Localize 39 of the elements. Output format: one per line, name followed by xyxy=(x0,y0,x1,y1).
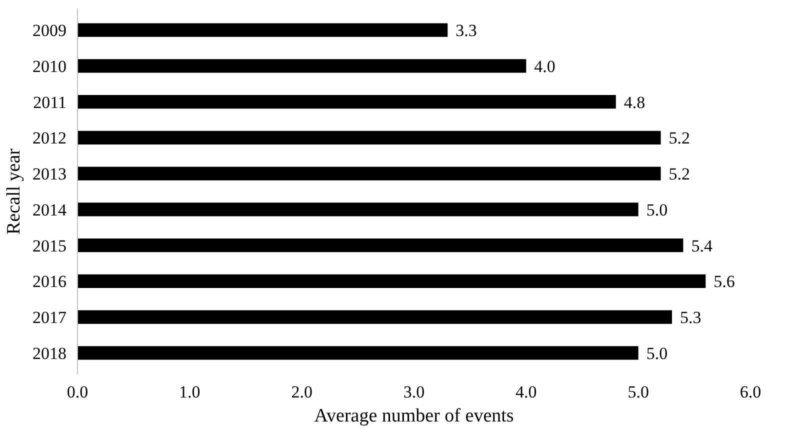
data-label: 4.0 xyxy=(534,56,556,76)
y-tick-label: 2018 xyxy=(32,344,66,363)
y-tick-label: 2013 xyxy=(32,164,66,184)
data-label: 5.0 xyxy=(646,344,668,363)
y-tick-label: 2017 xyxy=(32,308,67,328)
x-tick-label: 4.0 xyxy=(516,382,537,402)
bar xyxy=(78,166,661,180)
y-axis-title: Recall year xyxy=(4,148,24,234)
y-tick-label: 2012 xyxy=(32,128,66,148)
y-tick-label: 2010 xyxy=(32,56,66,76)
bar xyxy=(78,346,638,360)
y-tick-label: 2014 xyxy=(32,200,67,220)
bar xyxy=(78,23,448,37)
bar xyxy=(78,274,706,288)
y-tick-label: 2016 xyxy=(32,272,66,292)
y-tick-label: 2015 xyxy=(32,236,66,256)
x-tick-label: 1.0 xyxy=(179,382,200,402)
bar xyxy=(78,238,684,252)
data-label: 5.3 xyxy=(680,308,702,328)
x-tick-label: 5.0 xyxy=(628,382,649,402)
bar xyxy=(78,130,661,144)
data-label: 5.2 xyxy=(668,128,690,148)
bar xyxy=(78,94,616,109)
x-tick-label: 3.0 xyxy=(403,382,425,402)
x-tick-label: 0.0 xyxy=(66,382,88,402)
bar xyxy=(78,310,672,324)
bar xyxy=(78,59,526,73)
bar xyxy=(78,202,638,216)
data-label: 4.8 xyxy=(624,92,646,112)
data-label: 5.0 xyxy=(646,200,668,220)
data-label: 3.3 xyxy=(456,21,477,40)
x-tick-label: 2.0 xyxy=(291,382,312,402)
x-tick-label: 6.0 xyxy=(740,382,762,402)
data-label: 5.2 xyxy=(668,164,690,184)
data-label: 5.6 xyxy=(714,272,735,292)
y-tick-label: 2011 xyxy=(33,92,67,112)
data-label: 5.4 xyxy=(691,236,713,256)
y-tick-label: 2009 xyxy=(32,21,66,40)
x-axis-title: Average number of events xyxy=(314,406,514,426)
